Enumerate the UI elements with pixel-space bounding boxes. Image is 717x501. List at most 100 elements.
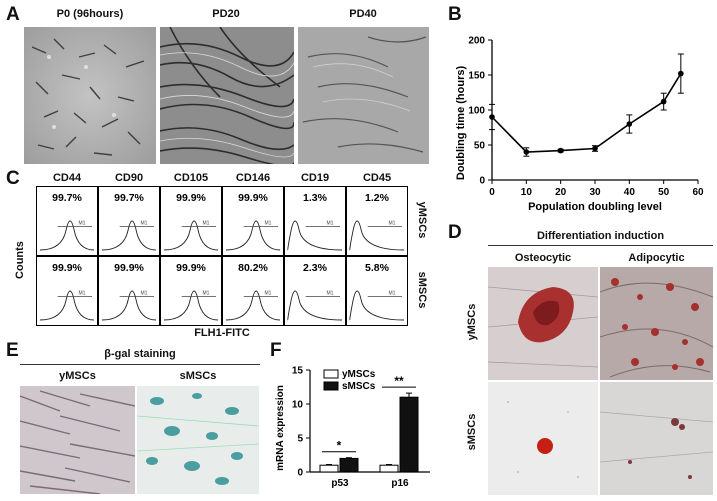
flow-gate-label: M1 xyxy=(79,291,86,297)
flow-marker-label: CD45 xyxy=(362,172,392,184)
chart-b-data-point xyxy=(660,98,667,105)
flow-histogram-cell xyxy=(98,256,160,326)
flow-histogram-curve xyxy=(349,220,405,251)
chart-f-significance-star: * xyxy=(337,439,342,453)
panel-a-letter: A xyxy=(6,4,20,25)
chart-b-data-point xyxy=(626,121,633,127)
flow-gate-label: M1 xyxy=(79,221,86,227)
flow-histogram-cell xyxy=(160,256,222,326)
flow-histogram-curve xyxy=(101,220,157,251)
micrograph-p0 xyxy=(24,27,156,164)
chart-b-x-tick-label: 30 xyxy=(589,187,601,198)
flow-histogram-cell xyxy=(160,186,222,256)
flow-histogram-curve xyxy=(287,290,343,321)
chart-b-y-tick-label: 200 xyxy=(468,36,485,47)
micrograph-osteo-young xyxy=(488,267,598,380)
flow-histogram-curve xyxy=(225,220,281,251)
flow-percent-label: 99.9% xyxy=(114,262,144,274)
chart-b-y-tick-label: 100 xyxy=(468,106,485,117)
flow-histogram-curve xyxy=(225,290,281,321)
chart-b-x-axis-label: Population doubling level xyxy=(528,201,662,213)
flow-marker-label: CD90 xyxy=(114,172,144,184)
flow-percent-label: 99.9% xyxy=(238,192,268,204)
flow-histogram-cell xyxy=(222,256,284,326)
panel-c-letter: C xyxy=(6,168,20,189)
panel-d-row-ymscs: yMSCs xyxy=(466,303,478,341)
panel-f-letter: F xyxy=(270,340,282,361)
flow-gate-label: M1 xyxy=(327,291,334,297)
flow-histogram-cell xyxy=(98,186,160,256)
flow-gate-label: M1 xyxy=(389,291,396,297)
flow-gate-label: M1 xyxy=(141,221,148,227)
flow-histogram-curve xyxy=(39,290,95,321)
panel-d-letter: D xyxy=(448,222,462,243)
micrograph-adipo-senescent xyxy=(600,382,713,495)
chart-b-x-tick-label: 40 xyxy=(624,187,636,198)
flow-histogram-curve xyxy=(163,290,219,321)
flow-histogram-curve xyxy=(163,220,219,251)
flow-percent-label: 99.9% xyxy=(52,262,82,274)
chart-b-data-point xyxy=(557,147,564,154)
flow-histogram-curve xyxy=(349,290,405,321)
chart-b-data-point xyxy=(523,149,530,155)
panel-a-label-p0: P0 (96hours) xyxy=(56,8,124,20)
chart-f-x-tick-label: p53 xyxy=(331,478,349,489)
panel-d-title-rule xyxy=(488,245,713,246)
flow-y-label: Counts xyxy=(14,241,26,279)
flow-histogram-curve xyxy=(39,220,95,251)
flow-percent-label: 99.9% xyxy=(176,192,206,204)
flow-gate-label: M1 xyxy=(327,221,334,227)
chart-f-legend-swatch xyxy=(323,381,339,391)
chart-b-y-tick-label: 150 xyxy=(468,71,485,82)
micrograph-adipo-young xyxy=(600,267,713,380)
chart-f-significance-star: ** xyxy=(394,374,404,388)
panel-b-letter: B xyxy=(448,4,462,25)
flow-percent-label: 2.3% xyxy=(303,262,328,274)
chart-f-y-tick-label: 10 xyxy=(292,400,304,411)
panel-d-row-smscs: sMSCs xyxy=(466,413,478,451)
panel-d-col-adipocytic: Adipocytic xyxy=(628,252,685,264)
chart-b-y-tick-label: 0 xyxy=(479,176,485,187)
flow-percent-label: 1.3% xyxy=(303,192,328,204)
chart-f-legend-swatch xyxy=(323,369,339,379)
flow-marker-label: CD146 xyxy=(235,172,271,184)
flow-marker-label: CD44 xyxy=(52,172,82,184)
panel-d-row-y-wrap: yMSCs xyxy=(462,294,480,354)
flow-histogram-curve xyxy=(101,290,157,321)
panel-e-col-smscs: sMSCs xyxy=(179,370,217,382)
chart-b-data-point xyxy=(678,70,684,77)
chart-f-bar xyxy=(399,396,419,473)
micrograph-osteo-senescent xyxy=(488,382,598,495)
flow-gate-label: M1 xyxy=(265,291,272,297)
chart-b-x-tick-label: 10 xyxy=(521,187,533,198)
flow-histogram-cell xyxy=(222,186,284,256)
flow-percent-label: 80.2% xyxy=(238,262,268,274)
panel-a-label-pd20: PD20 xyxy=(212,8,240,20)
flow-marker-label: CD105 xyxy=(173,172,209,184)
flow-gate-label: M1 xyxy=(265,221,272,227)
panel-e-col-ymscs: yMSCs xyxy=(59,370,96,382)
flow-gate-label: M1 xyxy=(141,291,148,297)
chart-b-series-line xyxy=(491,73,682,153)
flow-gate-label: M1 xyxy=(203,291,210,297)
flow-percent-label: 5.8% xyxy=(365,262,390,274)
chart-b-data-point xyxy=(592,145,598,152)
panel-e-title-rule xyxy=(20,364,260,365)
flow-percent-label: 1.2% xyxy=(365,192,390,204)
chart-f-bar xyxy=(339,457,359,473)
chart-b-y-axis-label: Doubling time (hours) xyxy=(455,66,467,181)
micrograph-bgal-young xyxy=(20,386,135,494)
flow-percent-label: 99.7% xyxy=(114,192,144,204)
flow-percent-label: 99.9% xyxy=(176,262,206,274)
doubling-time-chart: 0 10 20 30 40 50 60 0 50 100 150 200 Doubling time … xyxy=(455,36,704,214)
panel-a-label-pd40: PD40 xyxy=(349,8,377,20)
flow-histogram-curve xyxy=(287,220,343,251)
chart-b-x-tick-label: 20 xyxy=(555,187,567,198)
flow-gate-label: M1 xyxy=(203,221,210,227)
micrograph-bgal-senescent xyxy=(137,386,259,494)
chart-f-x-tick-label: p16 xyxy=(391,478,409,489)
flow-x-label: FLH1-FITC xyxy=(194,327,250,339)
panel-d-row-s-wrap: sMSCs xyxy=(462,404,480,464)
chart-f-y-tick-label: 5 xyxy=(297,434,303,445)
